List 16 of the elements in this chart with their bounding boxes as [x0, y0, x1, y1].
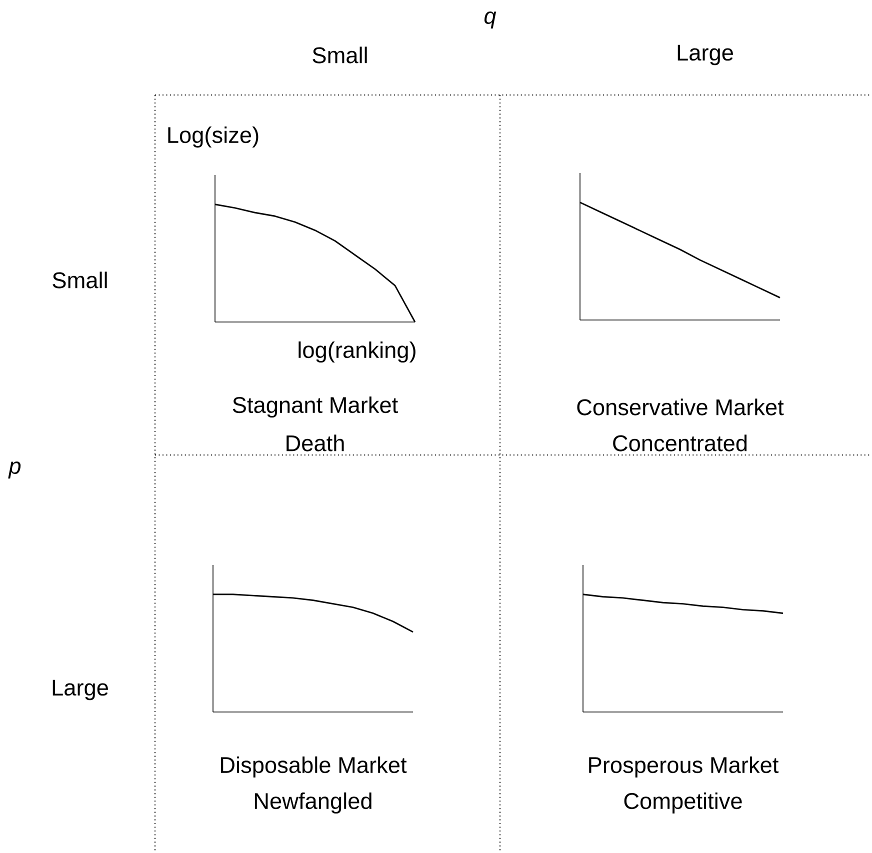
text: Disposable Market — [221, 756, 407, 778]
text: Prosperous Market — [589, 756, 779, 778]
text: Large — [52, 680, 108, 700]
text: Small — [52, 272, 107, 289]
y-axis-title: Log(size) — [168, 126, 258, 148]
text: Small — [312, 46, 367, 64]
text: p — [8, 462, 21, 479]
text: q — [484, 12, 496, 29]
text: Death — [286, 434, 344, 452]
text: Stagnant Market — [232, 396, 398, 418]
text: Newfangled — [255, 792, 372, 814]
text: Competitive — [624, 792, 742, 814]
text: Conservative Market — [577, 398, 784, 416]
text: Large — [678, 45, 733, 66]
x-axis-title: log(ranking) — [298, 342, 416, 363]
text: Concentrated — [613, 434, 747, 452]
